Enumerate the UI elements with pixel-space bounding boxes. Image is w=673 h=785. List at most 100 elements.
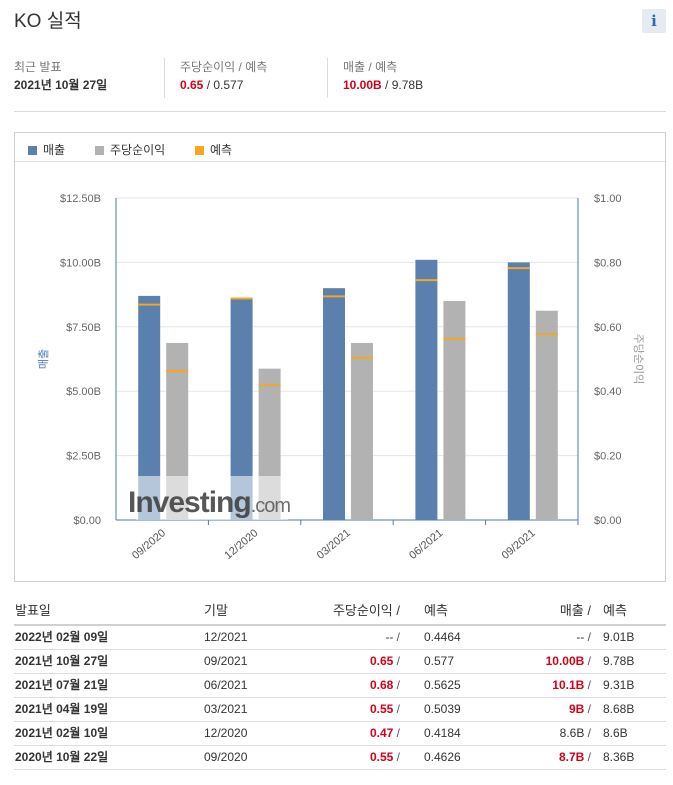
row-revenue: 9B / [569, 698, 591, 720]
watermark-backdrop [136, 476, 288, 520]
bar-revenue [507, 262, 530, 520]
row-eps: 0.55 / [370, 698, 400, 720]
table-body: 2022년 02월 09일 12/2021 -- /0.4464 -- /9.01B 2… [14, 626, 666, 770]
row-eps-value: -- [385, 630, 394, 644]
row-eps: 0.65 / [370, 650, 400, 672]
legend-swatch-forecast [195, 146, 204, 155]
bar-eps [351, 342, 373, 520]
row-revenue-slash: / [584, 726, 591, 740]
row-revenue-value: 10.1B [552, 678, 585, 692]
row-eps-slash: / [393, 702, 400, 716]
y-tick-label-left: $12.50B [60, 193, 101, 205]
row-eps-value: 0.55 [369, 702, 394, 716]
bar-eps [166, 342, 189, 520]
x-tick-label: 03/2021 [315, 527, 353, 562]
y-tick-label-left: $0.00 [73, 515, 101, 527]
table-row: 2021년 04월 19일 03/2021 0.55 / 0.5039 9B / 8.68… [14, 698, 666, 722]
row-eps-forecast: 0.5039 [424, 702, 461, 716]
row-release-date: 2021년 07월 21일 [15, 678, 109, 692]
row-eps-forecast: 0.5625 [424, 678, 461, 692]
page-title: KO 실적 [14, 11, 82, 32]
y-tick-label-left: $2.50B [66, 451, 101, 463]
legend-item-forecast[interactable]: 예측 [195, 141, 232, 158]
row-release-date: 2021년 02월 10일 [15, 726, 109, 740]
y-tick-label-right: $0.00 [594, 515, 622, 527]
row-eps-slash: / [393, 678, 400, 692]
row-eps-slash: / [393, 630, 400, 644]
row-revenue-value: 9B [568, 702, 585, 716]
row-revenue-forecast: 9.01B [603, 630, 635, 644]
row-release-date: 2020년 10월 22일 [15, 750, 109, 764]
summary-divider [327, 58, 328, 98]
header-period[interactable]: 기말 [204, 603, 228, 618]
row-revenue-forecast: 8.6B [603, 726, 628, 740]
table-row: 2021년 07월 21일 06/2021 0.68 / 0.5625 10.1B / 9… [14, 674, 666, 698]
row-eps: 0.47 / [370, 722, 400, 744]
row-revenue-slash: / [584, 630, 591, 644]
row-eps: -- / [385, 626, 400, 648]
earnings-summary: 최근 발표 2021년 10월 27일 주당순이익 / 예측 0.65 / 0.… [14, 52, 666, 112]
summary-eps: 주당순이익 / 예측 0.65 / 0.577 [180, 60, 328, 98]
table-row: 2020년 10월 22일 09/2020 0.55 /0.4626 8.7B /8.… [14, 746, 666, 770]
row-revenue-value: 10.00B [545, 654, 585, 668]
row-period: 06/2021 [204, 678, 248, 692]
row-release-date: 2021년 10월 27일 [15, 654, 109, 668]
summary-eps-value: 0.65 / 0.577 [180, 76, 328, 94]
row-revenue-forecast: 9.31B [603, 678, 635, 692]
bar-revenue [138, 295, 161, 520]
bar-revenue [323, 288, 345, 520]
row-revenue-value: -- [576, 630, 585, 644]
header-revenue[interactable]: 매출 / [559, 603, 591, 618]
legend-label-revenue: 매출 [43, 143, 66, 157]
x-tick-label: 06/2021 [407, 527, 445, 562]
earnings-table: 발표일 기말 주당순이익 / 예측 매출 / 예측 2022년 02월 09일 1… [14, 600, 666, 770]
legend-item-revenue[interactable]: 매출 [28, 141, 65, 158]
row-eps-slash: / [393, 726, 400, 740]
legend-label-forecast: 예측 [210, 143, 233, 157]
y-tick-label-right: $0.80 [594, 257, 622, 269]
bar-eps [535, 310, 558, 520]
summary-latest-release: 최근 발표 2021년 10월 27일 [14, 60, 164, 98]
info-icon[interactable]: i [642, 9, 666, 33]
header-eps[interactable]: 주당순이익 / [332, 603, 400, 618]
row-eps-forecast: 0.4464 [424, 630, 461, 644]
summary-latest-value: 2021년 10월 27일 [14, 78, 108, 92]
y-tick-label-left: $10.00B [60, 257, 101, 269]
y-tick-label-right: $1.00 [594, 193, 622, 205]
row-revenue: 8.7B / [559, 746, 591, 768]
row-revenue-slash: / [584, 702, 591, 716]
legend-swatch-eps [95, 146, 104, 155]
row-revenue-forecast: 8.68B [603, 702, 635, 716]
table-header: 발표일 기말 주당순이익 / 예측 매출 / 예측 [14, 600, 666, 626]
legend-item-eps[interactable]: 주당순이익 [95, 141, 165, 158]
row-revenue: 8.6B / [560, 722, 591, 744]
legend-label-eps: 주당순이익 [110, 143, 166, 157]
header-revenue-forecast[interactable]: 예측 [603, 603, 627, 618]
row-period: 09/2021 [204, 654, 248, 668]
x-tick-label: 12/2020 [222, 527, 260, 562]
y-tick-label-left: $5.00B [66, 386, 101, 398]
row-release-date: 2021년 04월 19일 [15, 702, 109, 716]
header-eps-forecast[interactable]: 예측 [424, 603, 448, 618]
row-eps-forecast: 0.4184 [424, 726, 461, 740]
summary-latest-label: 최근 발표 [14, 60, 62, 74]
row-eps-slash: / [393, 750, 400, 764]
bar-eps [443, 301, 466, 520]
chart-plot: $0.00 $0.00 $2.50B $0.20 $5.00B $0.40 $7.50B $0… [37, 193, 645, 562]
y-tick-label-right: $0.20 [594, 451, 622, 463]
x-tick-label: 09/2020 [130, 527, 168, 562]
y-axis-title-right: 주당순이익 [632, 334, 645, 385]
row-revenue-forecast: 8.36B [603, 750, 635, 764]
y-tick-label-right: $0.60 [594, 322, 622, 334]
legend-swatch-revenue [28, 146, 37, 155]
row-revenue-slash: / [584, 678, 591, 692]
row-eps-value: 0.47 [369, 726, 394, 740]
row-eps-value: 0.68 [369, 678, 394, 692]
row-revenue-slash: / [584, 654, 591, 668]
row-eps-value: 0.55 [369, 750, 394, 764]
summary-revenue-label: 매출 / 예측 [343, 60, 398, 74]
header-release-date[interactable]: 발표일 [15, 603, 51, 618]
row-period: 03/2021 [204, 702, 248, 716]
row-eps-forecast: 0.4626 [424, 750, 461, 764]
row-period: 12/2020 [204, 726, 248, 740]
